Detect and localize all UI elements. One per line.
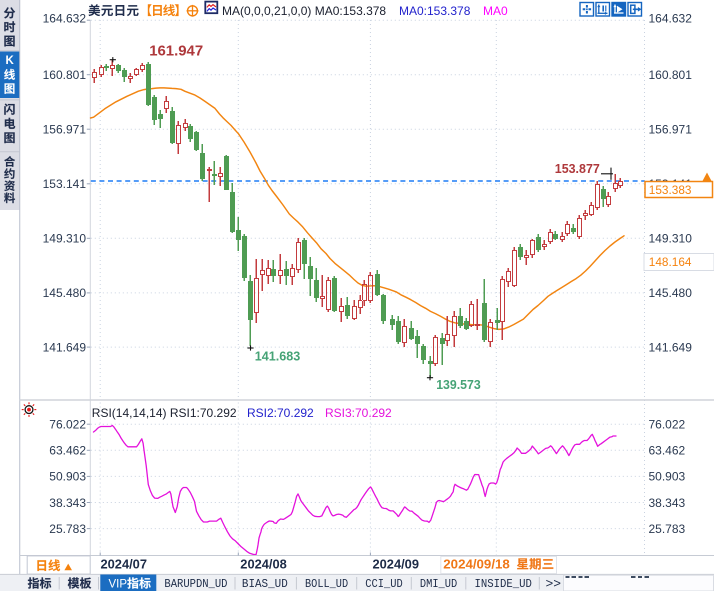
svg-text:149.310: 149.310 <box>43 232 87 246</box>
svg-text:38.343: 38.343 <box>649 496 686 510</box>
svg-text:145.480: 145.480 <box>649 286 693 300</box>
svg-text:164.632: 164.632 <box>649 12 693 26</box>
svg-text:160.801: 160.801 <box>649 68 693 82</box>
svg-text:153.141: 153.141 <box>43 177 87 191</box>
svg-text:VIP: VIP <box>109 578 128 590</box>
svg-text:153.877: 153.877 <box>555 161 600 176</box>
svg-text:>>: >> <box>546 576 562 591</box>
svg-text:76.022: 76.022 <box>649 418 686 432</box>
svg-text:156.971: 156.971 <box>649 123 693 137</box>
svg-text:CCI_UD: CCI_UD <box>365 578 402 591</box>
svg-text:2024/08: 2024/08 <box>240 557 286 572</box>
svg-text:149.310: 149.310 <box>649 232 693 246</box>
svg-text:MA0: MA0 <box>483 4 508 18</box>
svg-text:25.783: 25.783 <box>49 522 86 536</box>
svg-text:BIAS_UD: BIAS_UD <box>242 578 288 591</box>
svg-text:RSI3:70.292: RSI3:70.292 <box>325 406 392 420</box>
svg-text:63.462: 63.462 <box>649 444 686 458</box>
svg-text:2024/09: 2024/09 <box>373 557 420 572</box>
svg-text:DMI_UD: DMI_UD <box>420 578 457 591</box>
svg-text:156.971: 156.971 <box>43 123 87 137</box>
svg-text:25.783: 25.783 <box>649 522 686 536</box>
svg-text:BARUPDN_UD: BARUPDN_UD <box>164 578 227 591</box>
svg-text:141.649: 141.649 <box>649 340 693 354</box>
svg-text:76.022: 76.022 <box>49 418 86 432</box>
svg-text:RSI2:70.292: RSI2:70.292 <box>247 406 314 420</box>
svg-text:148.164: 148.164 <box>649 255 692 269</box>
svg-text:MA0:153.378: MA0:153.378 <box>399 4 471 18</box>
svg-text:INSIDE_UD: INSIDE_UD <box>475 578 532 591</box>
svg-text:50.903: 50.903 <box>649 470 686 484</box>
svg-text:2024/09/18: 2024/09/18 <box>443 557 510 572</box>
svg-text:BOLL_UD: BOLL_UD <box>305 578 348 591</box>
svg-text:K: K <box>5 55 14 67</box>
svg-text:50.903: 50.903 <box>49 470 86 484</box>
svg-text:145.480: 145.480 <box>43 286 87 300</box>
svg-text:38.343: 38.343 <box>49 496 86 510</box>
svg-text:RSI(14,14,14) RSI1:70.292: RSI(14,14,14) RSI1:70.292 <box>92 406 237 420</box>
svg-text:153.383: 153.383 <box>649 183 692 197</box>
svg-text:161.947: 161.947 <box>149 43 203 60</box>
svg-text:141.683: 141.683 <box>255 348 300 363</box>
svg-text:2024/07: 2024/07 <box>101 557 148 572</box>
svg-text:139.573: 139.573 <box>436 377 481 392</box>
svg-text:164.632: 164.632 <box>43 12 87 26</box>
svg-text:160.801: 160.801 <box>43 68 87 82</box>
svg-text:MA(0,0,0,21,0,0) MA0:153.378: MA(0,0,0,21,0,0) MA0:153.378 <box>222 4 386 18</box>
svg-text:141.649: 141.649 <box>43 340 87 354</box>
svg-text:63.462: 63.462 <box>49 444 86 458</box>
